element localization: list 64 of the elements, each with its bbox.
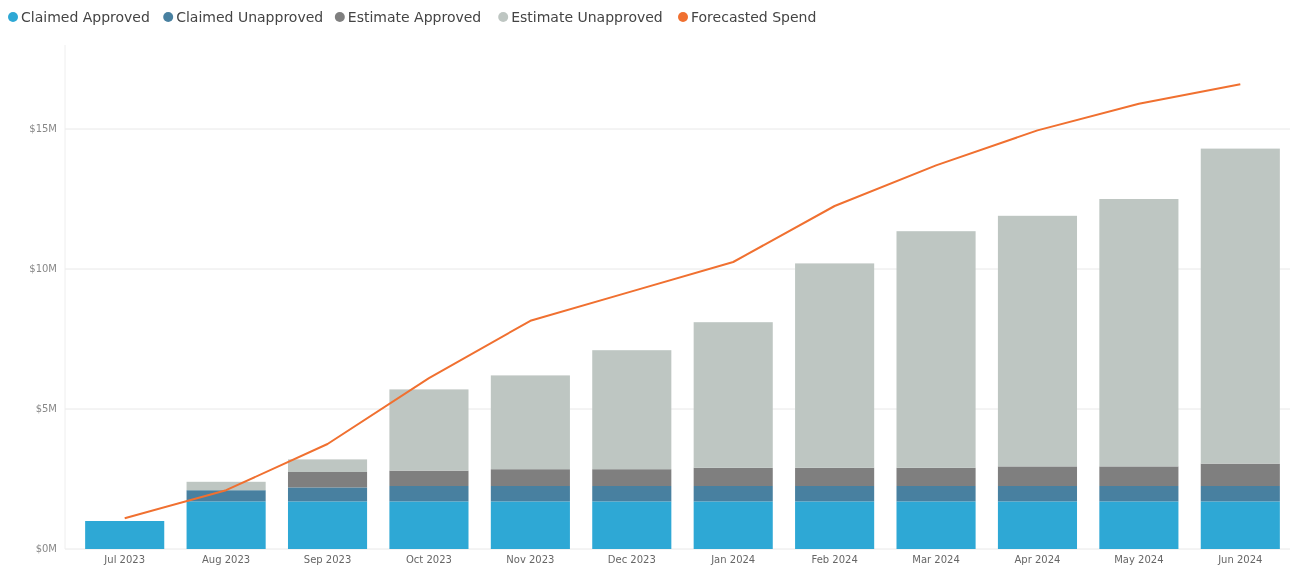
y-tick-label: $10M <box>29 263 57 274</box>
bar <box>490 486 570 502</box>
bar <box>1099 199 1179 467</box>
bar <box>1099 501 1179 549</box>
bar <box>287 487 368 502</box>
x-tick-label: May 2024 <box>1114 554 1164 565</box>
legend-label: Estimate Approved <box>347 9 482 25</box>
bar <box>795 486 875 502</box>
bar <box>490 501 570 549</box>
bar <box>997 501 1078 549</box>
bar <box>693 467 773 486</box>
bar <box>693 322 773 468</box>
bar <box>1200 148 1280 464</box>
bar <box>287 472 368 488</box>
y-tick-label: $15M <box>29 123 57 134</box>
bar <box>287 459 368 472</box>
bar <box>896 501 976 549</box>
bar <box>85 521 165 549</box>
x-tick-label: Aug 2023 <box>202 554 251 565</box>
bar <box>1099 486 1179 502</box>
x-tick-label: Jul 2023 <box>103 554 146 565</box>
x-tick-label: Mar 2024 <box>912 554 960 565</box>
bar <box>592 501 672 549</box>
bar <box>896 231 976 468</box>
x-tick-label: Jan 2024 <box>710 554 756 565</box>
bar <box>490 469 570 486</box>
bar <box>389 470 469 486</box>
legend-label: Estimate Unapproved <box>511 9 663 25</box>
y-tick-label: $0M <box>35 543 57 554</box>
x-tick-label: Nov 2023 <box>506 554 555 565</box>
legend-label: Claimed Approved <box>21 9 150 25</box>
bar <box>592 486 672 502</box>
x-tick-label: Dec 2023 <box>607 554 656 565</box>
bar <box>287 501 368 549</box>
bar <box>389 486 469 502</box>
bar <box>896 486 976 502</box>
bar <box>1200 501 1280 549</box>
bar <box>490 375 570 470</box>
x-tick-label: Sep 2023 <box>303 554 352 565</box>
bar <box>389 389 469 471</box>
legend-label: Forecasted Spend <box>691 9 817 25</box>
bar <box>795 467 875 486</box>
bar <box>997 486 1078 502</box>
bar <box>186 501 266 549</box>
line-series <box>123 83 1242 520</box>
y-tick-label: $5M <box>35 403 57 414</box>
legend-label: Claimed Unapproved <box>176 9 324 25</box>
bar <box>592 469 672 486</box>
bar <box>997 215 1078 467</box>
bar <box>1200 486 1280 502</box>
x-tick-label: Jun 2024 <box>1217 554 1263 565</box>
bar <box>693 501 773 549</box>
bar <box>795 263 875 468</box>
bar <box>1099 466 1179 486</box>
bar <box>795 501 875 549</box>
x-tick-label: Oct 2023 <box>405 554 452 565</box>
bar <box>896 467 976 486</box>
bar <box>1200 463 1280 486</box>
bar <box>997 466 1078 486</box>
bar <box>693 486 773 502</box>
bar <box>389 501 469 549</box>
x-tick-label: Apr 2024 <box>1014 554 1061 565</box>
bar <box>592 350 672 470</box>
x-tick-label: Feb 2024 <box>811 554 858 565</box>
